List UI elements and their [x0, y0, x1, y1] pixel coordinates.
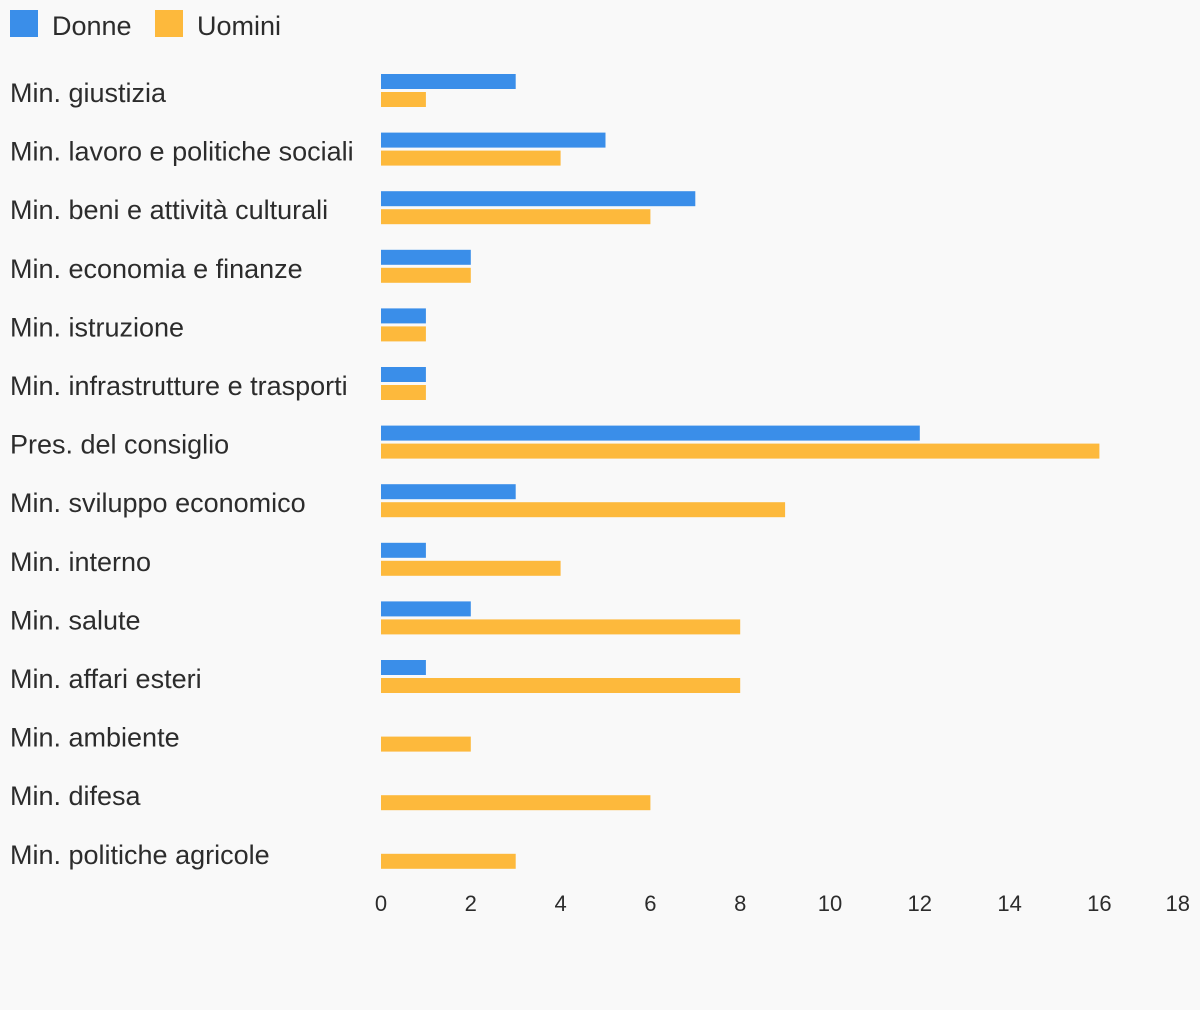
- bars: [381, 74, 1100, 869]
- bar-uomini-min-giustizia: [381, 92, 426, 107]
- bar-uomini-min-interno: [381, 560, 561, 576]
- category-label-min-politiche-agricole: Min. politiche agricole: [10, 840, 270, 870]
- x-axis: 0 2 4 6 8 10 12 14 16 18: [375, 891, 1190, 916]
- bar-uomini-min-lavoro-e-politiche-sociali: [381, 150, 561, 166]
- legend-swatch-donne: [10, 10, 38, 37]
- x-tick-label: 2: [465, 891, 477, 916]
- legend-label-uomini: Uomini: [197, 11, 281, 41]
- bar-uomini-min-ambiente: [381, 736, 471, 752]
- bar-uomini-min-difesa: [381, 795, 651, 811]
- x-tick-label: 14: [997, 891, 1021, 916]
- x-tick-label: 16: [1087, 891, 1111, 916]
- bar-donne-min-sviluppo-economico: [381, 484, 516, 500]
- x-tick-label: 12: [908, 891, 932, 916]
- bar-donne-min-lavoro-e-politiche-sociali: [381, 132, 606, 148]
- bar-uomini-min-economia-e-finanze: [381, 267, 471, 283]
- category-label-min-beni-e-attivita-culturali: Min. beni e attività culturali: [10, 195, 328, 225]
- x-tick-label: 6: [644, 891, 656, 916]
- category-label-min-infrastrutture-e-trasporti: Min. infrastrutture e trasporti: [10, 371, 348, 401]
- bar-donne-min-economia-e-finanze: [381, 249, 471, 265]
- bar-donne-min-affari-esteri: [381, 660, 426, 675]
- bar-uomini-pres-del-consiglio: [381, 443, 1100, 459]
- bar-donne-min-giustizia: [381, 74, 516, 89]
- bar-donne-min-beni-e-attivita-culturali: [381, 191, 696, 207]
- bar-donne-pres-del-consiglio: [381, 425, 920, 441]
- category-label-min-sviluppo-economico: Min. sviluppo economico: [10, 488, 306, 518]
- legend: Donne Uomini: [10, 10, 281, 41]
- bar-donne-min-istruzione: [381, 308, 426, 324]
- category-label-min-istruzione: Min. istruzione: [10, 312, 184, 342]
- x-tick-label: 10: [818, 891, 842, 916]
- legend-label-donne: Donne: [52, 11, 132, 41]
- category-labels: Min. giustizia Min. lavoro e politiche so…: [10, 78, 354, 870]
- category-label-min-lavoro-e-politiche-sociali: Min. lavoro e politiche sociali: [10, 137, 354, 167]
- bar-uomini-min-salute: [381, 619, 741, 635]
- category-label-min-difesa: Min. difesa: [10, 781, 142, 811]
- legend-swatch-uomini: [155, 10, 183, 37]
- bar-donne-min-infrastrutture-e-trasporti: [381, 367, 426, 382]
- category-label-min-affari-esteri: Min. affari esteri: [10, 664, 202, 694]
- category-label-pres-del-consiglio: Pres. del consiglio: [10, 430, 229, 460]
- x-tick-label: 0: [375, 891, 387, 916]
- bar-uomini-min-beni-e-attivita-culturali: [381, 209, 651, 225]
- x-tick-label: 18: [1166, 891, 1190, 916]
- bar-uomini-min-politiche-agricole: [381, 853, 516, 869]
- bar-donne-min-salute: [381, 601, 471, 617]
- category-label-min-interno: Min. interno: [10, 547, 151, 577]
- bar-uomini-min-istruzione: [381, 326, 426, 342]
- category-label-min-salute: Min. salute: [10, 605, 141, 635]
- category-label-min-giustizia: Min. giustizia: [10, 78, 167, 108]
- category-label-min-economia-e-finanze: Min. economia e finanze: [10, 254, 303, 284]
- x-tick-label: 8: [734, 891, 746, 916]
- bar-uomini-min-infrastrutture-e-trasporti: [381, 385, 426, 400]
- x-tick-label: 4: [554, 891, 566, 916]
- bar-uomini-min-affari-esteri: [381, 678, 741, 693]
- category-label-min-ambiente: Min. ambiente: [10, 723, 180, 753]
- bar-uomini-min-sviluppo-economico: [381, 502, 786, 518]
- bar-donne-min-interno: [381, 542, 426, 558]
